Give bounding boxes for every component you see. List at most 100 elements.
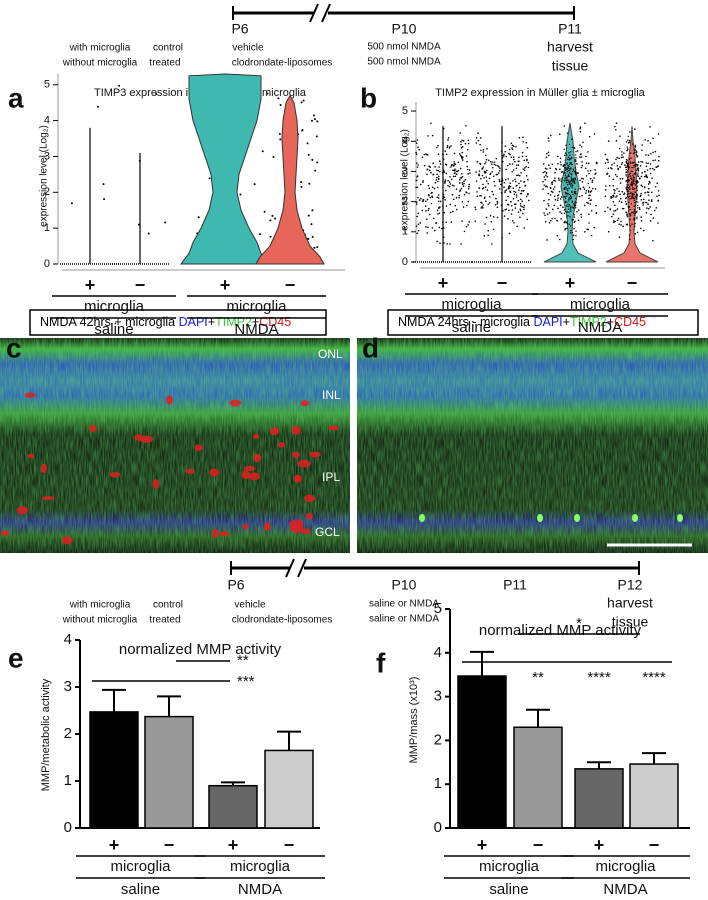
jitter-dot: [593, 177, 595, 179]
y-tick-label: 1: [434, 775, 442, 792]
jitter-dot: [457, 161, 460, 164]
jitter-dot: [573, 216, 576, 218]
jitter-dot: [634, 212, 637, 214]
jitter-dot: [556, 234, 559, 237]
jitter-dot: [585, 175, 588, 177]
jitter-dot: [459, 153, 461, 155]
jitter-dot: [459, 167, 462, 170]
x-tick-label: −: [497, 273, 508, 293]
jitter-dot: [636, 182, 638, 184]
treatment-label: saline: [121, 881, 160, 898]
condition: control: [153, 600, 183, 611]
jitter-dot: [480, 177, 482, 180]
jitter-dot: [518, 182, 520, 185]
jitter-dot: [429, 166, 432, 168]
jitter-dot: [437, 180, 439, 183]
jitter-dot: [485, 176, 488, 178]
jitter-dot: [504, 209, 506, 211]
y-axis-label: MMP/metabolic activity: [40, 678, 52, 791]
jitter-dot: [504, 150, 507, 153]
jitter-dot: [632, 152, 635, 155]
jitter-dot: [587, 170, 589, 172]
jitter-dot: [635, 196, 637, 198]
chart-title: normalized MMP activity: [119, 641, 282, 658]
jitter-dot: [485, 216, 488, 219]
violin: [605, 126, 659, 263]
jitter-dot: [515, 167, 518, 170]
jitter-dot: [645, 162, 648, 164]
jitter-dot: [629, 238, 631, 241]
group-label: microglia: [226, 298, 287, 315]
jitter-dot: [475, 180, 478, 182]
jitter-dot: [569, 163, 571, 166]
cd45-cell: [289, 519, 304, 530]
jitter-dot: [526, 218, 529, 221]
violin: [180, 73, 270, 265]
jitter-dot: [546, 175, 548, 178]
jitter-dot: [565, 192, 567, 194]
jitter-dot: [556, 219, 558, 222]
cd45-cell: [0, 530, 10, 536]
jitter-dot: [523, 180, 526, 183]
jitter-dot: [438, 166, 440, 168]
jitter-dot: [556, 199, 559, 202]
jitter-dot: [604, 189, 607, 191]
jitter-dot: [612, 194, 615, 197]
jitter-dot: [425, 210, 427, 212]
jitter-dot: [444, 150, 447, 152]
jitter-dot: [461, 175, 464, 178]
jitter-dot: [460, 187, 463, 190]
jitter-dot: [518, 186, 521, 189]
jitter-dot: [566, 221, 568, 224]
jitter-dot: [439, 242, 441, 245]
timeline-break: [321, 3, 331, 23]
jitter-dot: [622, 207, 625, 210]
jitter-dot: [496, 216, 499, 219]
jitter-dot: [643, 186, 646, 188]
jitter-dot: [589, 169, 592, 172]
group-label: microglia: [230, 858, 291, 875]
jitter-dot: [239, 193, 242, 196]
jitter-dot: [616, 187, 618, 190]
jitter-dot: [570, 210, 572, 212]
jitter-dot: [449, 243, 451, 245]
jitter-dot: [562, 206, 564, 209]
jitter-dot: [459, 177, 462, 179]
jitter-dot: [581, 161, 583, 163]
jitter-dot: [566, 201, 568, 203]
jitter-dot: [484, 154, 487, 157]
cd45-cell: [263, 522, 271, 532]
y-tick-label: 0: [64, 819, 72, 836]
caption-part: +: [252, 315, 259, 329]
jitter-dot: [582, 141, 584, 144]
jitter-dot: [420, 197, 422, 200]
jitter-dot: [564, 152, 567, 154]
jitter-dot: [560, 163, 562, 166]
jitter-dot: [571, 179, 573, 181]
jitter-dot: [615, 196, 617, 198]
jitter-dot: [572, 219, 574, 221]
jitter-dot: [474, 206, 476, 209]
jitter-dot: [570, 161, 572, 164]
jitter-dot: [647, 139, 649, 142]
jitter-dot: [427, 184, 430, 187]
jitter-dot: [454, 175, 457, 178]
jitter-dot: [526, 146, 529, 149]
jitter-dot: [650, 200, 653, 203]
jitter-dot: [461, 182, 464, 184]
jitter-dot: [623, 193, 625, 196]
jitter-dot: [626, 186, 628, 188]
jitter-dot: [568, 200, 570, 202]
jitter-dot: [525, 141, 528, 144]
jitter-dot: [613, 188, 615, 191]
jitter-dot: [438, 212, 441, 214]
jitter-dot: [625, 187, 627, 189]
jitter-dot: [564, 229, 566, 231]
jitter-dot: [587, 151, 589, 153]
jitter-dot: [478, 174, 481, 177]
jitter-dot: [455, 173, 458, 175]
jitter-dot: [507, 195, 509, 198]
jitter-dot: [506, 164, 509, 167]
jitter-dot: [311, 235, 314, 238]
jitter-dot: [422, 181, 424, 184]
